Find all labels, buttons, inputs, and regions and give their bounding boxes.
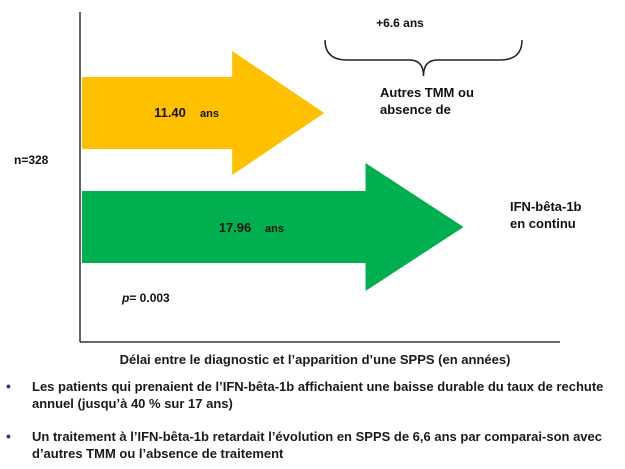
difference-label: +6.6 ans [376, 16, 424, 30]
value-label-autres-tmm: 11.40 [154, 105, 186, 120]
category-label-ifn-line2: en continu [510, 216, 576, 231]
bullet-text: Les patients qui prenaient de l’IFN-bêta… [32, 379, 604, 411]
p-value: p= 0.003 [121, 291, 170, 305]
bullet-marker: • [6, 428, 11, 444]
bar-arrow-autres-tmm [82, 51, 325, 175]
category-label-ifn-line1: IFN-bêta-1b [510, 199, 582, 214]
bar-arrow-ifn [82, 163, 464, 291]
chart: 11.40 ans 17.96 ans Autres TMM ou absenc… [14, 12, 582, 343]
bullet-marker: • [6, 378, 11, 394]
n-label: n=328 [14, 153, 49, 167]
category-label-autres-tmm-line1: Autres TMM ou [380, 85, 474, 100]
category-label-autres-tmm-line2: absence de [380, 102, 451, 117]
x-axis-label: Délai entre le diagnostic et l’apparitio… [119, 352, 511, 367]
value-unit-autres-tmm: ans [200, 108, 219, 120]
value-label-ifn: 17.96 [219, 220, 252, 235]
value-unit-ifn: ans [265, 223, 284, 235]
bullet-text: Un traitement à l’IFN-bêta-1b retardait … [32, 429, 602, 461]
difference-brace [324, 39, 523, 77]
